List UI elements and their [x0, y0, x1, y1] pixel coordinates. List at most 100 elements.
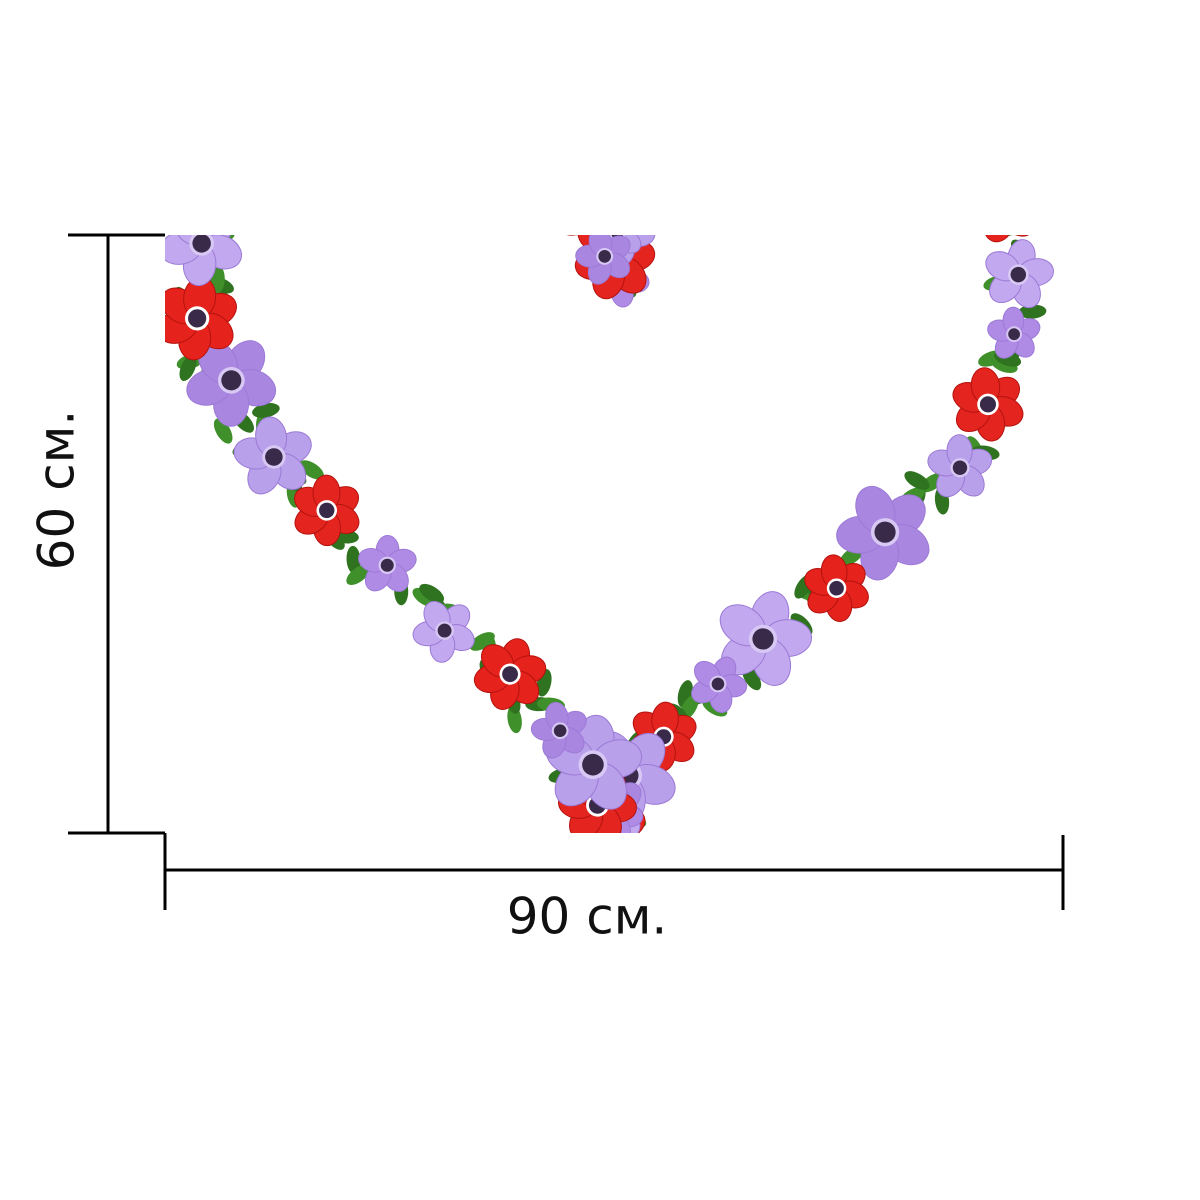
flower-ring — [582, 196, 607, 221]
flower-center — [502, 666, 518, 683]
leaf — [772, 83, 803, 104]
flower-center — [188, 309, 207, 328]
width-label: 90 см. — [507, 888, 668, 946]
leaf — [669, 124, 700, 145]
leaf-cluster — [907, 84, 968, 161]
petal — [926, 103, 979, 159]
flower-center — [329, 89, 346, 106]
petal — [534, 137, 574, 178]
leaf — [836, 76, 863, 107]
leaf — [854, 99, 881, 130]
petal — [457, 91, 498, 123]
leaf — [389, 89, 411, 120]
leaf — [761, 101, 777, 130]
leaf-cluster — [829, 61, 882, 130]
flower — [898, 85, 1030, 217]
flower-center — [994, 193, 1015, 214]
petal — [503, 78, 544, 128]
petal — [705, 91, 728, 121]
leaf — [571, 832, 602, 857]
flower-center — [319, 502, 335, 519]
leaf — [465, 82, 495, 111]
petal — [742, 90, 780, 119]
petal — [906, 87, 952, 126]
leaf — [194, 187, 214, 217]
flower-ring — [443, 94, 473, 124]
leaf — [602, 187, 618, 216]
leaf-cluster — [508, 96, 558, 165]
leaf — [614, 235, 630, 236]
petal — [278, 124, 322, 168]
flower — [295, 57, 379, 139]
flower-ring — [221, 169, 255, 203]
leaf — [322, 89, 353, 117]
petal — [587, 175, 638, 222]
flower-ring — [326, 87, 349, 110]
flower — [343, 55, 441, 148]
petal — [643, 185, 690, 232]
petal — [665, 155, 697, 193]
flower-center — [979, 396, 997, 413]
leaf-cluster — [319, 66, 378, 138]
flower — [866, 70, 955, 155]
flower — [725, 50, 834, 160]
leaf — [542, 185, 572, 204]
leaf — [965, 130, 994, 161]
petal — [841, 79, 880, 113]
leaf — [431, 73, 458, 104]
petal — [968, 165, 1016, 214]
flower — [575, 235, 631, 285]
leaf — [466, 88, 496, 107]
flower — [233, 416, 312, 495]
leaf-cluster — [723, 85, 785, 130]
petal — [835, 58, 877, 100]
petal — [387, 74, 437, 117]
leaf — [833, 77, 864, 103]
leaf — [685, 135, 716, 157]
flower-ring — [552, 157, 578, 183]
petal — [551, 173, 603, 222]
flower — [927, 434, 993, 498]
leaf — [940, 131, 969, 146]
petal — [285, 112, 326, 146]
leaf — [619, 836, 647, 851]
flower-ring — [673, 146, 696, 169]
flower — [684, 90, 749, 152]
petal — [599, 204, 627, 236]
leaf — [308, 136, 337, 153]
leaf — [967, 155, 998, 184]
flower-center — [553, 724, 567, 738]
leaf — [665, 131, 682, 161]
leaf — [242, 155, 273, 182]
flower — [473, 638, 547, 710]
leaf — [517, 127, 533, 156]
flower-center — [278, 124, 297, 143]
petal — [345, 70, 397, 117]
leaf — [336, 110, 367, 137]
petal — [868, 83, 916, 126]
flower — [186, 339, 277, 427]
leaf-cluster — [456, 82, 520, 138]
petal — [308, 69, 346, 106]
leaf — [474, 108, 503, 138]
leaf — [807, 65, 837, 84]
flower — [987, 306, 1041, 359]
leaf — [628, 160, 659, 187]
flower-ring — [991, 190, 1019, 218]
flower — [691, 656, 748, 713]
petal — [578, 167, 611, 210]
leaf — [850, 61, 876, 92]
petal — [591, 830, 622, 833]
petal — [418, 94, 459, 126]
flower — [294, 474, 360, 547]
petal — [520, 88, 575, 139]
leaf-cluster — [665, 111, 721, 161]
petal — [673, 123, 705, 161]
petal — [676, 149, 718, 190]
leaf — [801, 51, 832, 74]
height-label: 60 см. — [28, 410, 86, 571]
flower — [719, 591, 813, 686]
leaf-cluster — [268, 103, 337, 153]
flower-center — [901, 103, 919, 121]
